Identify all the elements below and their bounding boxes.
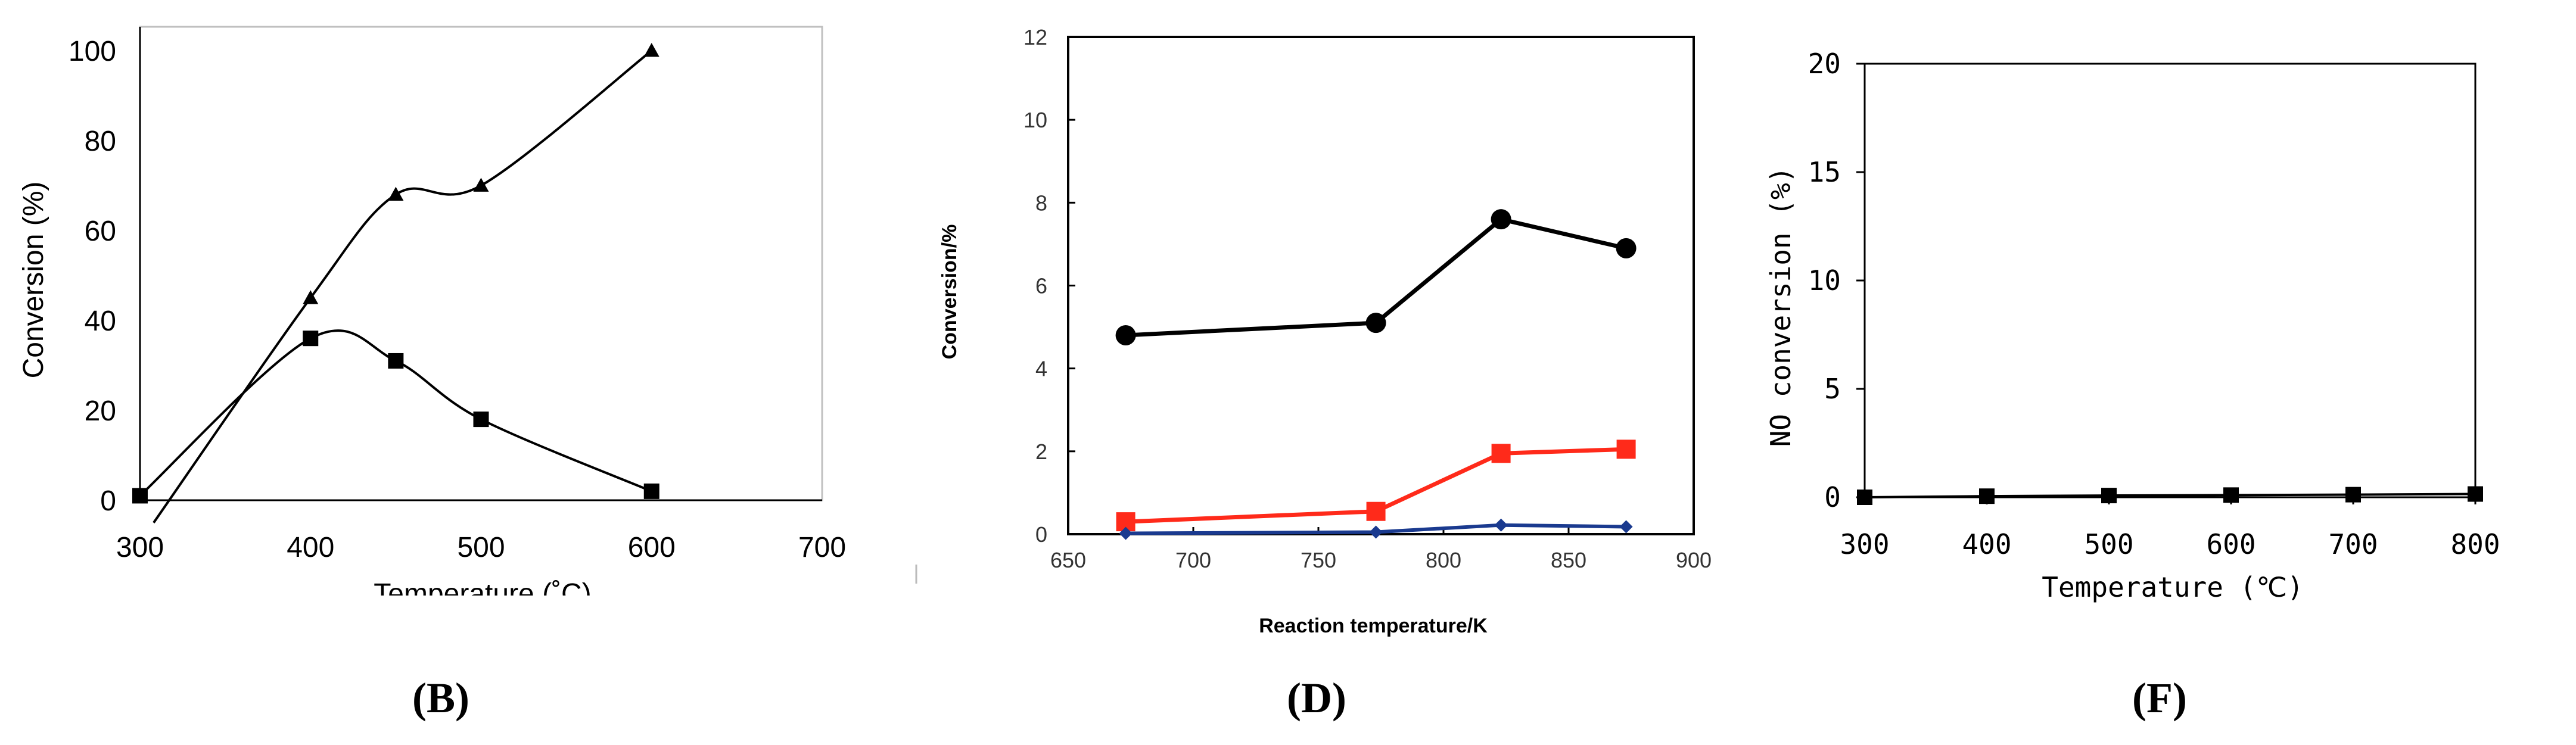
chart-b-y-tick-label: 40 bbox=[85, 306, 116, 337]
chart-d-y-tick-label: 8 bbox=[1035, 191, 1047, 215]
chart-b-triangle-curve bbox=[153, 49, 652, 523]
chart-d-plot-frame bbox=[1067, 36, 1695, 535]
chart-b-plot-frame bbox=[139, 26, 823, 501]
chart-f-point-square bbox=[2345, 487, 2361, 503]
chart-d-point-square bbox=[1491, 444, 1511, 463]
chart-b-y-tick-label: 60 bbox=[85, 216, 116, 247]
chart-b-x-tick-label: 500 bbox=[457, 532, 505, 563]
chart-b-x-axis-title: Temperature (˚C) bbox=[374, 578, 591, 596]
chart-d-point-circle bbox=[1115, 325, 1136, 345]
chart-d-point-circle bbox=[1365, 313, 1386, 333]
chart-d-y-tick-label: 10 bbox=[1023, 108, 1047, 132]
chart-f-y-tick-label: 10 bbox=[1808, 264, 1841, 297]
chart-d-x-tick-label: 750 bbox=[1301, 548, 1336, 572]
chart-b-point-square bbox=[643, 483, 659, 499]
chart-f-plot-frame bbox=[1863, 63, 2477, 498]
chart-b-x-tick-label: 400 bbox=[287, 532, 334, 563]
chart-b-point-triangle bbox=[303, 290, 319, 304]
chart-d-x-tick-label: 900 bbox=[1676, 548, 1712, 572]
chart-f-x-tick-label: 700 bbox=[2328, 528, 2378, 560]
chart-b-point-triangle bbox=[473, 177, 489, 192]
chart-d-y-tick-label: 4 bbox=[1035, 357, 1047, 381]
chart-d-point-diamond bbox=[1619, 520, 1633, 534]
chart-b-point-triangle bbox=[388, 186, 404, 201]
chart-d-point-diamond bbox=[1119, 526, 1133, 540]
panel-label-f: (F) bbox=[2132, 674, 2187, 722]
chart-d-y-tick-label: 12 bbox=[1023, 25, 1047, 49]
chart-f-point-square bbox=[2223, 487, 2239, 503]
chart-f-series-line bbox=[1864, 492, 2476, 498]
chart-b-x-tick-label: 700 bbox=[798, 532, 846, 563]
chart-d-x-tick-label: 700 bbox=[1175, 548, 1211, 572]
chart-f-point-square bbox=[1979, 488, 1995, 504]
chart-b: 0 20 40 60 80 100 300 400 500 600 700 Temperature… bbox=[18, 26, 846, 596]
chart-d-y-axis-title: Conversion/% bbox=[938, 225, 961, 360]
chart-f-y-tick-label: 5 bbox=[1824, 373, 1841, 405]
chart-b-point-triangle bbox=[643, 43, 659, 57]
chart-d-x-tick-label: 800 bbox=[1426, 548, 1461, 572]
chart-d-x-tick-label: 850 bbox=[1551, 548, 1586, 572]
chart-d-x-axis-title: Reaction temperature/K bbox=[1259, 615, 1488, 637]
chart-b-y-axis-title: Conversion (%) bbox=[18, 182, 49, 379]
chart-b-x-tick-label: 600 bbox=[628, 532, 676, 563]
chart-d-y-tick-label: 6 bbox=[1035, 274, 1047, 298]
chart-d-line-circle bbox=[1125, 217, 1627, 338]
chart-b-y-tick-label: 0 bbox=[100, 485, 116, 517]
chart-b-y-tick-label: 20 bbox=[85, 395, 116, 427]
chart-f-y-tick-label: 0 bbox=[1824, 481, 1841, 513]
panel-label-d: (D) bbox=[1287, 674, 1346, 722]
chart-f-x-axis-title: Temperature (℃) bbox=[2042, 571, 2303, 603]
chart-d-line-square bbox=[1125, 447, 1626, 524]
chart-d-y-tick-label: 0 bbox=[1035, 522, 1047, 547]
chart-f-x-tick-label: 500 bbox=[2084, 528, 2133, 560]
chart-f-x-tick-label: 800 bbox=[2450, 528, 2500, 560]
chart-d-point-circle bbox=[1616, 238, 1637, 258]
chart-b-y-tick-label: 100 bbox=[69, 36, 116, 67]
chart-b-point-square bbox=[388, 353, 404, 369]
chart-d-line-diamond bbox=[1125, 523, 1626, 535]
chart-f-y-tick-label: 15 bbox=[1808, 156, 1841, 188]
chart-f-point-square bbox=[2468, 486, 2483, 502]
panel-label-b: (B) bbox=[412, 674, 469, 722]
chart-f-y-axis-title: NO conversion (%) bbox=[1765, 167, 1797, 447]
chart-d-point-square bbox=[1616, 439, 1636, 459]
chart-d-point-diamond bbox=[1494, 518, 1508, 532]
chart-d-x-tick-label: 650 bbox=[1050, 548, 1086, 572]
chart-d-point-square bbox=[1366, 501, 1386, 521]
chart-d: 0 2 4 6 8 10 12 650 700 750 800 850 900 Reaction te… bbox=[915, 25, 1712, 637]
chart-b-x-tick-label: 300 bbox=[116, 532, 164, 563]
chart-d-point-circle bbox=[1491, 209, 1511, 230]
chart-b-point-square bbox=[132, 488, 148, 504]
chart-f-x-tick-label: 400 bbox=[1962, 528, 2011, 560]
chart-f-x-tick-label: 600 bbox=[2206, 528, 2255, 560]
chart-f-point-square bbox=[2101, 488, 2117, 504]
chart-d-y-tick-label: 2 bbox=[1035, 439, 1047, 464]
chart-b-y-tick-label: 80 bbox=[85, 126, 116, 157]
chart-d-point-diamond bbox=[1369, 525, 1383, 539]
chart-f-x-tick-label: 300 bbox=[1840, 528, 1889, 560]
chart-b-point-square bbox=[303, 331, 319, 347]
chart-f: 0 5 10 15 20 300 400 500 600 700 800 Temperature … bbox=[1765, 48, 2500, 603]
chart-b-point-square bbox=[473, 412, 489, 428]
chart-f-point-square bbox=[1857, 490, 1872, 505]
panel-labels: (B) (D) (F) bbox=[412, 674, 2187, 722]
chart-f-y-tick-label: 20 bbox=[1808, 48, 1841, 80]
